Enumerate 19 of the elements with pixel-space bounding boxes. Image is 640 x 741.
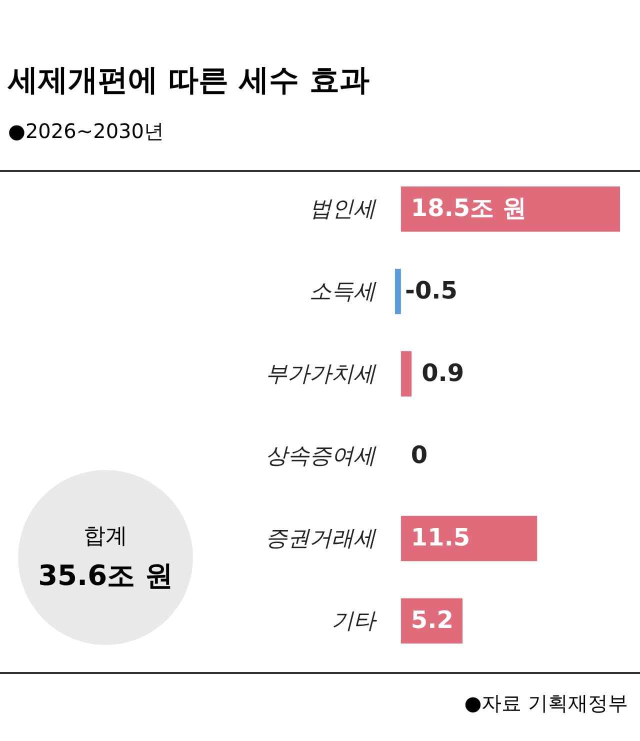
y-tick-label: 상속증여세 bbox=[266, 444, 378, 470]
text: ●2026~2030년 bbox=[8, 118, 164, 145]
data-label: 5.2 bbox=[410, 606, 454, 634]
chart-title: 세제개편에 따른 세수 효과 bbox=[8, 62, 370, 100]
text: ●자료 기획재정부 bbox=[464, 690, 628, 717]
data-label: 0 bbox=[410, 441, 428, 470]
bar bbox=[400, 351, 412, 396]
y-tick-label: 증권거래세 bbox=[266, 526, 378, 552]
y-tick-label: 법인세 bbox=[310, 197, 378, 222]
data-label: 0.9 bbox=[422, 358, 464, 387]
data-label: 18.5조 원 bbox=[410, 194, 526, 222]
bar bbox=[400, 516, 538, 562]
y-tick-label: 기타 bbox=[332, 608, 378, 634]
bar bbox=[400, 186, 620, 232]
data-label: 11.5 bbox=[410, 524, 470, 552]
y-tick-label: 부가가치세 bbox=[266, 362, 378, 387]
y-tick-label: 소득세 bbox=[310, 279, 378, 304]
bar bbox=[395, 268, 401, 314]
data-label: -0.5 bbox=[405, 276, 458, 304]
